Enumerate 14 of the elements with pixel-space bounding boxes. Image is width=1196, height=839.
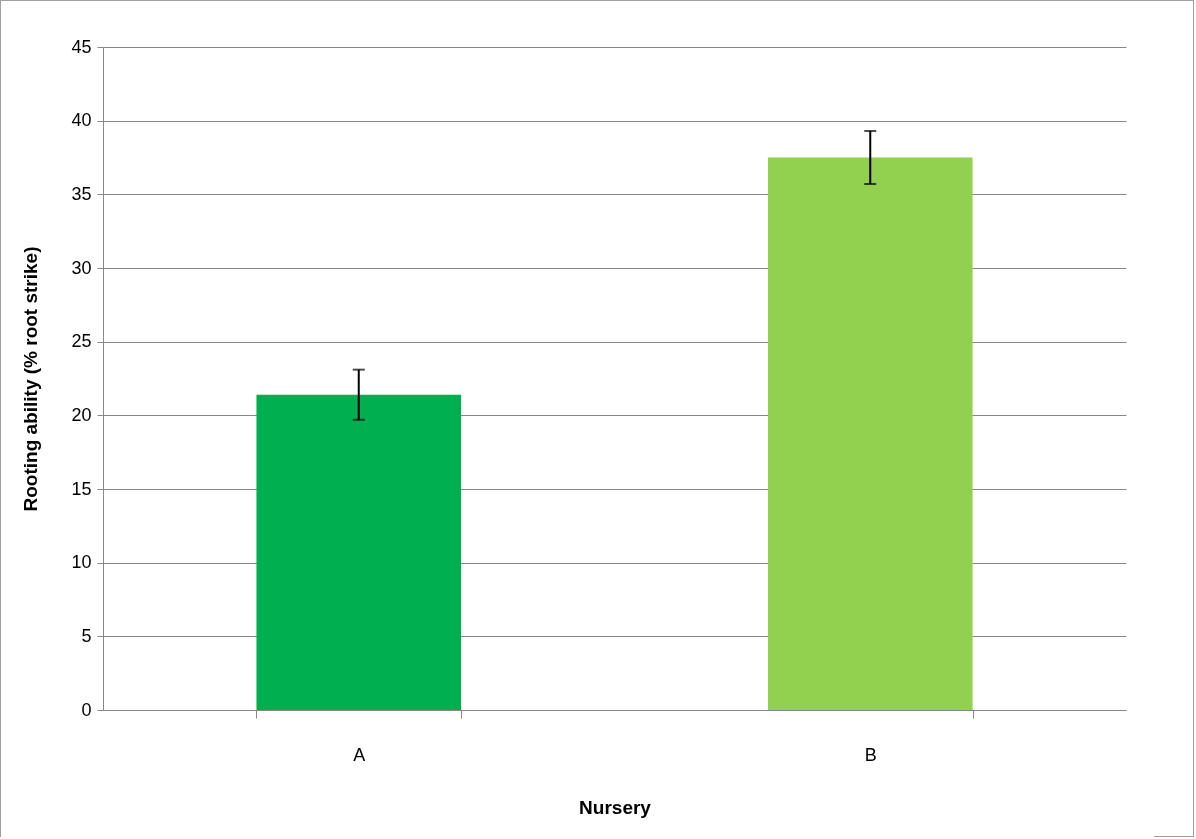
y-tick-label: 5 [81, 625, 92, 646]
y-tick-label: 40 [71, 110, 92, 131]
y-tick-label: 0 [81, 699, 92, 720]
y-tick-label: 30 [71, 257, 92, 278]
y-tick-label: 20 [71, 404, 92, 425]
x-tick-label: A [353, 744, 366, 765]
x-tick-label: B [864, 744, 877, 765]
y-tick-label: 15 [71, 478, 92, 499]
y-tick-label: 45 [71, 36, 92, 57]
y-tick-label: 10 [71, 552, 92, 573]
y-axis-title: Rooting ability (% root strike) [20, 246, 42, 512]
y-tick-label: 25 [71, 331, 92, 352]
y-tick-label: 35 [71, 183, 92, 204]
x-axis-title: Nursery [579, 796, 652, 818]
